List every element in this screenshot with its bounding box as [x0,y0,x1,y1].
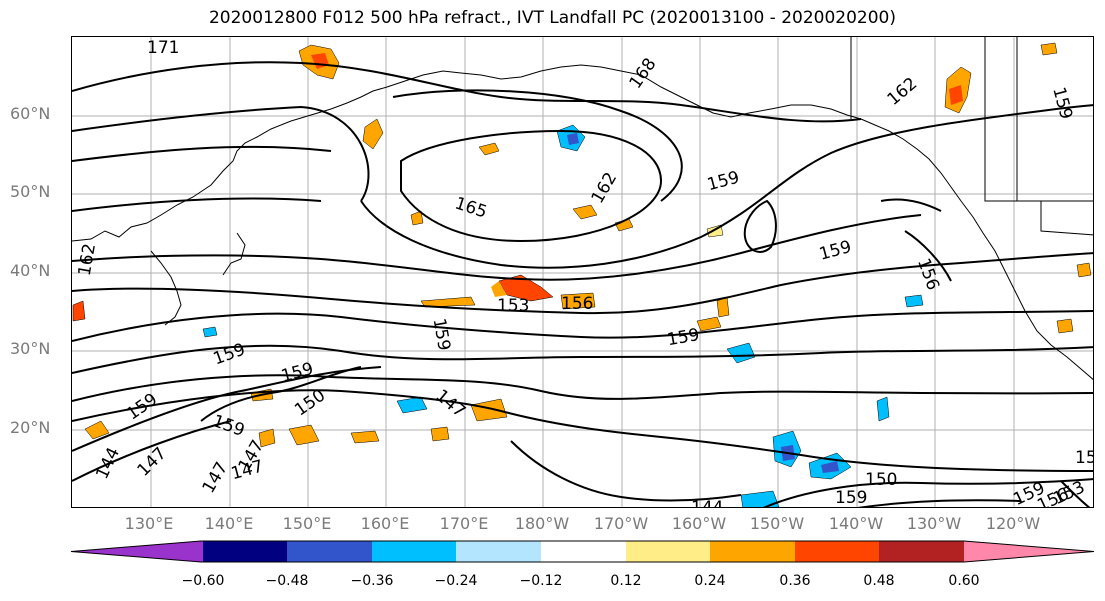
pc-shading [72,42,1092,507]
lat-label-50n: 50°N [10,182,51,201]
lon-label-140w: 140°W [828,514,884,533]
contour-label: 159 [210,411,247,441]
map-svg: 171 168 162 159 165 162 159 162 153 156 … [72,37,1094,508]
lon-label-150e: 150°E [282,514,332,533]
contour-label: 159 [211,340,248,370]
colorbar-tick: −0.48 [265,573,309,589]
contour-label: 153 [497,296,529,316]
contour-label: 159 [835,488,867,508]
contour-label: 162 [588,169,622,207]
colorbar-segment [879,541,964,562]
coastlines [72,37,1093,380]
contour-label: 162 [884,74,922,110]
colorbar-tick: 0.24 [694,573,726,589]
contour-label: 162 [75,242,100,277]
lon-label-160e: 160°E [360,514,410,533]
contour-label: 159 [705,168,742,196]
colorbar-segment [626,541,710,562]
lon-label-160w: 160°W [671,514,727,533]
contour-label: 147 [134,444,171,481]
colorbar-segment [541,541,626,562]
lat-label-20n: 20°N [10,418,51,437]
colorbar-segments [70,540,1095,563]
contour-label: 147 [432,386,470,422]
contour-label: 150 [865,470,897,490]
contour-label: 144 [92,445,124,483]
contour-label: 144 [691,498,723,508]
colorbar-segment [71,541,203,562]
colorbar-outline [70,540,1095,563]
colorbar-tick: 0.48 [863,573,895,589]
lon-label-120w: 120°W [985,514,1041,533]
colorbar-segment [795,541,879,562]
colorbar-segment [372,541,456,562]
lat-label-60n: 60°N [10,104,51,123]
lon-label-170w: 170°W [593,514,649,533]
colorbar-segment [456,541,541,562]
contour-label: 165 [452,193,489,222]
colorbar-tick: −0.60 [181,573,225,589]
contour-label: 147 [199,459,233,497]
lon-label-140e: 140°E [204,514,254,533]
lon-label-130e: 130°E [124,514,174,533]
contour-label: 159 [666,325,701,350]
refractivity-contours [72,61,1093,507]
contour-label: 156 [561,294,593,314]
lon-label-150w: 150°W [749,514,805,533]
lon-label-180w: 180°W [514,514,570,533]
figure-title: 2020012800 F012 500 hPa refract., IVT La… [208,8,896,28]
lon-label-130w: 130°W [906,514,962,533]
colorbar-segment [203,541,287,562]
colorbar-tick: −0.12 [519,573,563,589]
contour-label: 168 [626,55,661,93]
contour-label: 147 [229,456,266,484]
contour-label: 159 [123,390,161,425]
lat-label-30n: 30°N [10,339,51,358]
gridlines [72,37,1093,507]
colorbar-tick: −0.36 [350,573,394,589]
map-panel: 171 168 162 159 165 162 159 162 153 156 … [71,36,1094,508]
lon-label-170e: 170°E [439,514,489,533]
colorbar-segment [287,541,372,562]
lat-label-40n: 40°N [10,261,51,280]
colorbar-segment [710,541,795,562]
colorbar-tick: 0.60 [948,573,980,589]
colorbar-segment [964,541,1094,562]
contour-label: 159 [429,317,454,352]
colorbar-tick: 0.12 [610,573,642,589]
colorbar-tick: 0.36 [779,573,811,589]
contour-label: 15 [1075,448,1094,468]
contour-label: 171 [147,38,179,58]
colorbar [70,540,1095,563]
contour-label: 159 [817,237,854,265]
colorbar-tick: −0.24 [434,573,478,589]
